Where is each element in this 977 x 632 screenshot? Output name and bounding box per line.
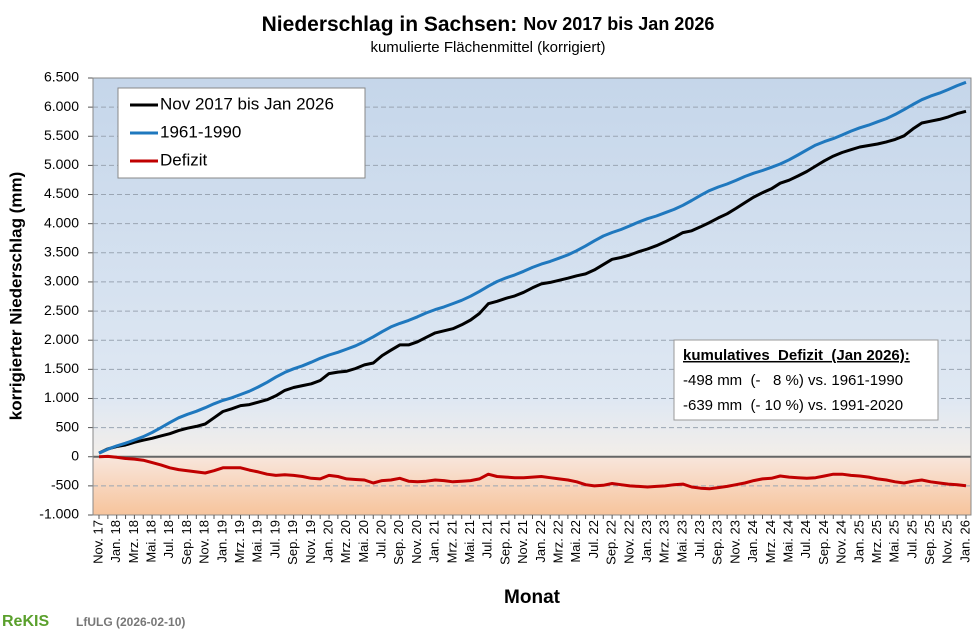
annotation-box [673, 339, 939, 421]
y-tick-label: -500 [51, 477, 79, 493]
x-tick-label: Mrz. 21 [444, 520, 459, 563]
x-tick-label: Jan. 24 [745, 520, 760, 563]
chart-title: Niederschlag in Sachsen: Nov 2017 bis Jan… [262, 13, 715, 36]
x-tick-label: Nov. 25 [940, 520, 955, 564]
x-tick-label: Sep. 24 [816, 520, 831, 565]
annotation: -498 mm (- 8 %) vs. 1961-1990 [683, 372, 903, 389]
x-tick-label: Mrz. 22 [550, 520, 565, 563]
x-tick-label: Nov. 21 [515, 520, 530, 564]
legend-label: 1961-1990 [160, 122, 241, 141]
y-tick-label: 3.500 [44, 244, 79, 260]
y-tick-label: 0 [71, 447, 79, 463]
x-tick-label: Jan. 26 [957, 520, 972, 563]
x-tick-label: Sep. 19 [285, 520, 300, 565]
series-line [98, 454, 967, 491]
x-tick-label: Jan. 22 [533, 520, 548, 563]
x-tick-label: Nov. 18 [197, 520, 212, 564]
x-tick-label: Jul. 18 [161, 520, 176, 558]
x-tick-label: Nov. 20 [409, 520, 424, 564]
subtitle: kumulierte Flächenmittel (korrigiert) [370, 39, 605, 56]
x-tick-label: Jul. 19 [267, 520, 282, 558]
x-tick-label: Sep. 21 [497, 520, 512, 565]
title-main: Niederschlag in Sachsen: [262, 13, 518, 36]
x-tick-label: Jul. 20 [374, 520, 389, 558]
x-tick-label: Jul. 24 [798, 520, 813, 558]
x-tick-label: Mai. 20 [356, 520, 371, 563]
legend-label: Defizit [160, 150, 208, 169]
annotation: kumulatives Defizit (Jan 2026): [683, 347, 910, 364]
x-tick-label: Jan. 25 [851, 520, 866, 563]
x-tick-label: Sep. 22 [604, 520, 619, 565]
x-tick-label: Mrz. 19 [232, 520, 247, 563]
x-tick-label: Sep. 25 [922, 520, 937, 565]
annotation: -639 mm (- 10 %) vs. 1991-2020 [683, 397, 903, 414]
x-tick-label: Mai. 19 [250, 520, 265, 563]
x-tick-label: Mrz. 18 [126, 520, 141, 563]
x-tick-label: Mrz. 24 [763, 520, 778, 563]
y-tick-label: 500 [56, 418, 80, 434]
x-tick-label: Nov. 24 [834, 520, 849, 564]
x-tick-label: Jul. 21 [480, 520, 495, 558]
x-tick-label: Jan. 20 [320, 520, 335, 563]
x-tick-label: Mrz. 20 [338, 520, 353, 563]
y-tick-label: 4.000 [44, 214, 79, 230]
x-axis-label: Monat [504, 587, 561, 608]
legend-label: Nov 2017 bis Jan 2026 [160, 94, 334, 113]
x-tick-label: Nov. 17 [90, 520, 105, 564]
y-tick-label: 3.000 [44, 273, 79, 289]
x-tick-label: Mrz. 23 [657, 520, 672, 563]
x-tick-label: Jan. 23 [639, 520, 654, 563]
y-tick-label: 2.000 [44, 331, 79, 347]
y-tick-label: -1.000 [39, 506, 79, 522]
footer-credit: LfULG (2026-02-10) [76, 615, 185, 629]
y-tick-label: 2.500 [44, 302, 79, 318]
x-tick-label: Nov. 19 [303, 520, 318, 564]
y-tick-label: 6.000 [44, 98, 79, 114]
series-line [98, 80, 967, 455]
x-tick-label: Mai. 21 [462, 520, 477, 563]
y-axis-label: korrigierter Niederschlag (mm) [6, 172, 25, 420]
y-tick-label: 1.000 [44, 389, 79, 405]
title-period: Nov 2017 bis Jan 2026 [523, 14, 714, 34]
x-tick-label: Mai. 25 [887, 520, 902, 563]
x-tick-label: Sep. 23 [710, 520, 725, 565]
y-tick-label: 5.500 [44, 127, 79, 143]
y-tick-label: 5.000 [44, 156, 79, 172]
x-tick-label: Nov. 23 [727, 520, 742, 564]
y-tick-label: 1.500 [44, 360, 79, 376]
x-tick-label: Mai. 22 [568, 520, 583, 563]
y-tick-label: 4.500 [44, 185, 79, 201]
x-tick-label: Jul. 25 [904, 520, 919, 558]
x-tick-label: Mai. 23 [674, 520, 689, 563]
series-line [98, 109, 967, 455]
x-tick-label: Jan. 21 [427, 520, 442, 563]
x-tick-label: Jul. 22 [586, 520, 601, 558]
footer-logo: ReKIS [2, 613, 49, 630]
x-tick-label: Sep. 18 [179, 520, 194, 565]
x-tick-label: Jan. 19 [214, 520, 229, 563]
legend-box [117, 87, 366, 179]
y-tick-label: 6.500 [44, 69, 79, 85]
x-tick-label: Mai. 24 [780, 520, 795, 563]
x-tick-label: Jul. 23 [692, 520, 707, 558]
x-tick-label: Mai. 18 [144, 520, 159, 563]
x-tick-label: Mrz. 25 [869, 520, 884, 563]
x-tick-label: Nov. 22 [621, 520, 636, 564]
x-tick-label: Jan. 18 [108, 520, 123, 563]
x-tick-label: Sep. 20 [391, 520, 406, 565]
